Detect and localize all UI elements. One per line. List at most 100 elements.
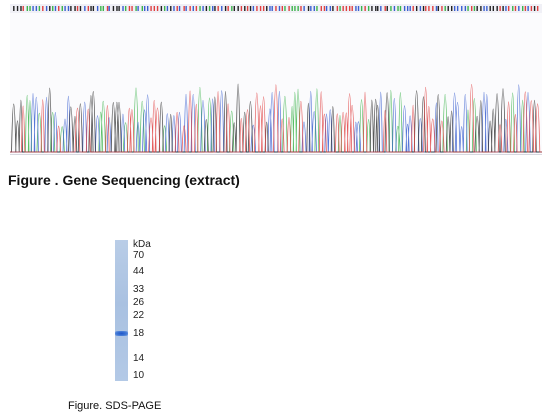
sds-page-caption: Figure. SDS-PAGE — [68, 400, 162, 412]
marker-44: 44 — [133, 266, 145, 277]
base-call-C — [303, 6, 305, 11]
base-call-A — [316, 6, 318, 11]
base-call-C — [271, 6, 273, 11]
base-call-C — [278, 6, 281, 11]
base-call-A — [38, 6, 41, 11]
base-call-T — [432, 6, 434, 11]
base-call-C — [173, 6, 175, 11]
base-call-C — [483, 6, 485, 11]
base-call-C — [96, 6, 99, 11]
base-call-T — [348, 6, 351, 11]
base-call-C — [393, 6, 396, 11]
base-call-C — [269, 6, 271, 11]
base-call-A — [367, 6, 370, 11]
base-call-G — [244, 6, 246, 11]
base-call-T — [281, 6, 284, 11]
base-call-G — [386, 6, 388, 11]
base-call-T — [262, 6, 265, 11]
base-call-C — [32, 6, 34, 11]
base-call-T — [217, 6, 219, 11]
base-call-T — [195, 6, 198, 11]
base-call-C — [486, 6, 488, 11]
base-call-C — [461, 6, 463, 11]
base-call-A — [473, 6, 476, 11]
base-call-C — [409, 6, 411, 11]
base-call-G — [371, 6, 373, 11]
base-call-C — [527, 6, 529, 11]
base-call-G — [480, 6, 482, 11]
base-call-T — [106, 6, 109, 11]
base-call-G — [332, 6, 334, 11]
base-call-A — [522, 6, 524, 11]
base-call-C — [178, 6, 181, 11]
base-call-G — [266, 6, 268, 11]
base-call-T — [76, 6, 79, 11]
trace-T — [10, 84, 542, 153]
base-call-G — [496, 6, 498, 11]
sds-page-gel-lane — [115, 240, 128, 381]
base-call-T — [384, 6, 386, 11]
base-call-C — [108, 6, 110, 11]
base-call-G — [502, 6, 504, 11]
marker-70: 70 — [133, 250, 145, 261]
base-call-T — [507, 6, 510, 11]
base-call-T — [530, 6, 533, 11]
base-call-C — [325, 6, 328, 11]
chromatogram — [10, 4, 542, 155]
base-call-C — [252, 6, 255, 11]
base-call-G — [70, 6, 72, 11]
trace-G — [10, 83, 542, 153]
base-call-C — [137, 6, 139, 11]
base-call-G — [49, 6, 51, 11]
base-call-A — [124, 6, 127, 11]
base-call-G — [476, 6, 478, 11]
marker-14: 14 — [133, 353, 145, 364]
base-call-G — [451, 6, 453, 11]
base-call-G — [79, 6, 82, 11]
base-call-A — [26, 6, 29, 11]
base-call-A — [29, 6, 31, 11]
base-call-C — [505, 6, 507, 11]
base-call-T — [364, 6, 366, 11]
base-call-G — [415, 6, 418, 11]
base-call-A — [61, 6, 63, 11]
base-call-T — [246, 6, 249, 11]
base-call-G — [74, 6, 76, 11]
protein-band — [115, 331, 128, 336]
base-call-C — [64, 6, 66, 11]
base-call-T — [58, 6, 60, 11]
base-call-G — [492, 6, 495, 11]
base-call-C — [202, 6, 204, 11]
base-call-C — [221, 6, 223, 11]
base-call-G — [377, 6, 379, 11]
base-call-A — [291, 6, 293, 11]
base-call-T — [256, 6, 258, 11]
base-call-G — [233, 6, 235, 11]
base-call-C — [35, 6, 38, 11]
base-call-T — [536, 6, 539, 11]
base-call-C — [310, 6, 312, 11]
base-call-A — [141, 6, 144, 11]
base-call-T — [176, 6, 178, 11]
base-call-G — [489, 6, 491, 11]
base-call-C — [355, 6, 357, 11]
base-call-T — [300, 6, 302, 11]
base-call-G — [92, 6, 95, 11]
base-call-C — [212, 6, 214, 11]
base-call-C — [143, 6, 146, 11]
base-call-T — [342, 6, 344, 11]
base-call-A — [339, 6, 341, 11]
base-call-T — [183, 6, 185, 11]
base-call-G — [118, 6, 120, 11]
base-call-G — [422, 6, 425, 11]
base-call-T — [351, 6, 353, 11]
base-call-C — [54, 6, 57, 11]
base-call-T — [156, 6, 159, 11]
base-call-G — [16, 6, 19, 11]
base-call-C — [84, 6, 86, 11]
base-call-T — [189, 6, 191, 11]
base-call-G — [205, 6, 208, 11]
base-call-G — [170, 6, 172, 11]
base-call-A — [390, 6, 392, 11]
base-call-C — [357, 6, 360, 11]
